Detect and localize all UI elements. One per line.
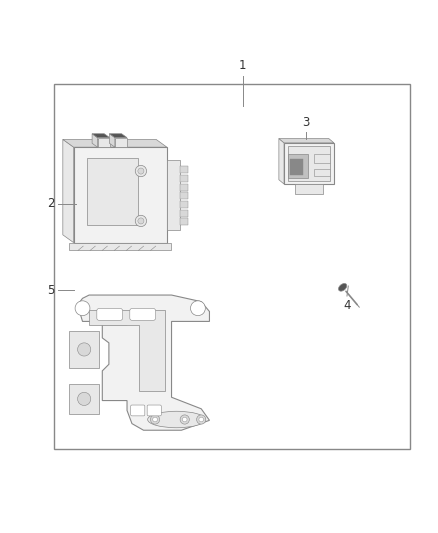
FancyBboxPatch shape bbox=[97, 309, 123, 320]
Bar bbox=[314, 154, 330, 163]
Bar bbox=[180, 219, 188, 225]
Bar bbox=[290, 159, 303, 175]
Circle shape bbox=[138, 218, 144, 224]
Bar bbox=[180, 184, 188, 191]
Circle shape bbox=[182, 417, 187, 422]
Bar bbox=[98, 138, 110, 147]
Polygon shape bbox=[92, 134, 110, 138]
Bar bbox=[74, 147, 167, 243]
Circle shape bbox=[75, 301, 90, 316]
Text: 2: 2 bbox=[46, 197, 54, 210]
Polygon shape bbox=[279, 139, 334, 143]
Text: 3: 3 bbox=[302, 116, 310, 128]
Circle shape bbox=[78, 343, 91, 356]
Circle shape bbox=[180, 415, 189, 424]
Circle shape bbox=[138, 168, 144, 174]
Bar bbox=[167, 160, 180, 230]
Circle shape bbox=[191, 301, 205, 316]
Circle shape bbox=[135, 215, 147, 227]
Ellipse shape bbox=[339, 284, 347, 291]
Circle shape bbox=[78, 392, 91, 406]
Bar bbox=[87, 158, 138, 225]
Circle shape bbox=[150, 415, 160, 424]
Polygon shape bbox=[63, 140, 167, 147]
Text: 4: 4 bbox=[343, 300, 351, 312]
Bar bbox=[180, 166, 188, 173]
Circle shape bbox=[135, 165, 147, 177]
Bar bbox=[69, 384, 99, 414]
Circle shape bbox=[199, 417, 204, 422]
Polygon shape bbox=[89, 310, 165, 391]
Bar bbox=[69, 332, 99, 368]
Polygon shape bbox=[92, 134, 98, 147]
Bar bbox=[180, 201, 188, 208]
Circle shape bbox=[153, 417, 157, 422]
Circle shape bbox=[197, 415, 206, 424]
Polygon shape bbox=[110, 134, 115, 147]
Bar bbox=[69, 243, 171, 251]
Text: 1: 1 bbox=[239, 59, 247, 72]
Bar bbox=[180, 192, 188, 199]
Bar bbox=[115, 138, 127, 147]
Bar bbox=[180, 209, 188, 216]
Bar bbox=[295, 184, 323, 193]
Bar bbox=[287, 147, 331, 181]
Bar bbox=[288, 154, 308, 177]
Polygon shape bbox=[279, 139, 284, 184]
Ellipse shape bbox=[148, 411, 205, 428]
Bar bbox=[180, 175, 188, 182]
Polygon shape bbox=[110, 134, 127, 138]
Text: 5: 5 bbox=[47, 284, 54, 297]
Polygon shape bbox=[78, 295, 209, 430]
Polygon shape bbox=[63, 140, 74, 243]
Bar bbox=[54, 84, 410, 449]
FancyBboxPatch shape bbox=[130, 309, 155, 320]
Bar bbox=[284, 143, 334, 184]
FancyBboxPatch shape bbox=[147, 405, 161, 416]
Bar bbox=[314, 169, 330, 176]
FancyBboxPatch shape bbox=[131, 405, 145, 416]
